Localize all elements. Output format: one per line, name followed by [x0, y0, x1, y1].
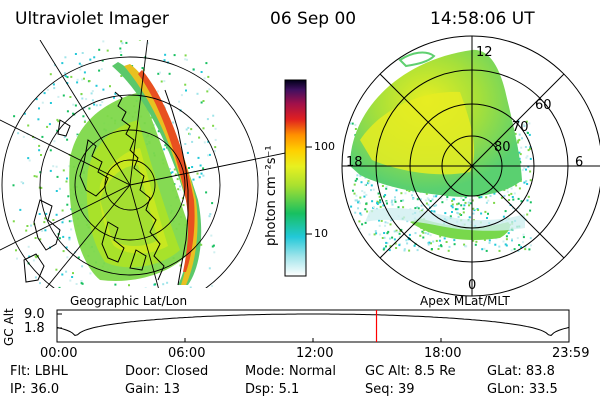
info-door: Door: Closed	[125, 364, 209, 379]
info-flt: Flt: LBHL	[10, 364, 68, 379]
altitude-xtick: 23:59	[552, 346, 590, 361]
altitude-xtick: 12:00	[296, 346, 334, 361]
mlt-label-18: 18	[346, 155, 363, 170]
info-dsp: Dsp: 5.1	[245, 382, 300, 397]
altitude-xtick: 18:00	[424, 346, 462, 361]
mlt-label-6: 6	[575, 155, 584, 170]
info-glat: GLat: 83.8	[487, 364, 555, 379]
altitude-ytick-low: 1.8	[24, 321, 45, 336]
mlat-label-70: 70	[512, 120, 529, 135]
mlt-label-12: 12	[476, 45, 493, 60]
altitude-xtick: 00:00	[40, 346, 78, 361]
altitude-ylabel: GC Alt	[2, 308, 16, 346]
colorbar-tick-100: 100	[314, 140, 335, 153]
info-mode: Mode: Normal	[245, 364, 336, 379]
colorbar-tick-10: 10	[314, 227, 328, 240]
instrument-title: Ultraviolet Imager	[15, 9, 169, 29]
info-gc-alt: GC Alt: 8.5 Re	[365, 364, 456, 379]
altitude-plot-frame	[56, 309, 570, 343]
altitude-xtick: 06:00	[168, 346, 206, 361]
apex-polar-plot	[341, 35, 600, 297]
geographic-map	[0, 40, 300, 288]
left-panel-caption: Geographic Lat/Lon	[70, 294, 188, 308]
mlat-label-80: 80	[494, 140, 511, 155]
right-panel-caption: Apex MLat/MLT	[420, 294, 510, 308]
info-glon: GLon: 33.5	[487, 382, 558, 397]
image-date: 06 Sep 00	[270, 9, 357, 29]
colorbar	[284, 79, 307, 277]
image-time: 14:58:06 UT	[430, 9, 535, 29]
altitude-curve	[56, 313, 570, 336]
mlat-label-60: 60	[535, 98, 552, 113]
altitude-ytick-high: 9.0	[24, 307, 45, 322]
info-gain: Gain: 13	[125, 382, 180, 397]
info-ip: IP: 36.0	[10, 382, 60, 397]
colorbar-unit: photon cm⁻²s⁻¹	[264, 145, 279, 246]
info-seq: Seq: 39	[365, 382, 415, 397]
mlt-label-0: 0	[468, 278, 477, 293]
